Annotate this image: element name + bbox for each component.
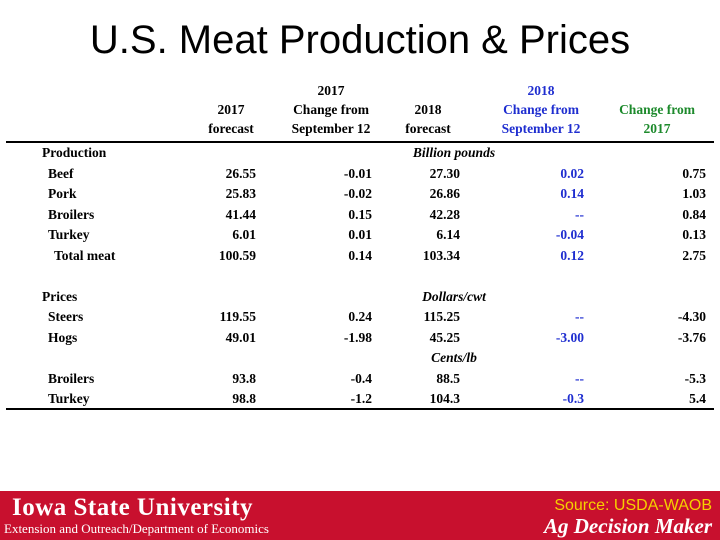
header-divider [6,141,714,143]
table-cell: 6.14 [436,227,460,242]
page-title: U.S. Meat Production & Prices [89,18,631,62]
table-cell: -- [575,309,584,324]
row-label: Turkey [48,227,90,242]
row-label: Beef [48,165,74,181]
column-header-2-line-1: 2017 [317,83,345,98]
table-cell: 42.28 [429,206,460,222]
table-cell: 26.86 [429,186,460,201]
table-cell: -1.2 [350,391,372,406]
row-label: Hogs [48,329,78,345]
table-cell: 104.3 [429,391,460,406]
column-header-1-line-2: forecast [208,121,254,136]
column-header-4-line-3: September 12 [501,121,581,136]
row-label: Pork [48,186,77,201]
table-cell: 88.5 [436,370,460,386]
table-cell: -3.76 [677,329,706,345]
row-label: Turkey [48,391,90,406]
table-cell: -0.01 [343,165,372,181]
table-cell: 25.83 [225,186,256,201]
table-cell: 5.4 [689,391,706,406]
table-cell: -- [575,206,584,222]
table-cell: 0.12 [560,247,584,263]
table-cell: 119.55 [219,309,256,324]
unit-label: Dollars/cwt [422,288,486,304]
table-cell: -1.98 [343,329,372,345]
row-label: Broilers [48,206,95,222]
column-header-4-line-1: 2018 [527,83,555,98]
column-header-1-line-1: 2017 [217,102,245,117]
table-cell: 0.24 [348,309,372,324]
table-cell: 1.03 [682,186,706,201]
table-cell: 103.34 [422,247,460,263]
table-cell: 49.01 [225,329,256,345]
table-cell: 6.01 [232,227,256,242]
brand-text: Ag Decision Maker [544,514,712,538]
table-cell: 115.25 [423,309,460,324]
table-cell: -5.3 [684,370,706,386]
table-cell: 0.14 [348,247,372,263]
row-label: Production [42,145,107,160]
footer-bar [0,491,720,540]
table-cell: 45.25 [429,329,460,345]
source-text: Source: USDA-WAOB [554,497,712,514]
meat-production-table: 2017 forecast 2017 Change from September 12 2… [6,83,714,410]
extension-text: Extension and Outreach/Department of Eco… [4,521,269,536]
table-cell: -0.4 [350,370,372,386]
table-bottom-rule [6,408,714,410]
column-header-2-line-2: Change from [293,102,369,117]
table-cell: -0.02 [343,186,372,201]
table-cell: 27.30 [429,165,460,181]
table-cell: -0.04 [555,227,584,242]
unit-label: Cents/lb [431,350,477,365]
table-cell: -0.3 [562,391,584,406]
column-header-3-line-2: forecast [405,121,451,136]
unit-label: Billion pounds [412,145,496,160]
table-cell: -4.30 [677,309,706,324]
row-label: Prices [42,288,78,304]
table-cell: 0.01 [348,227,372,242]
table-cell: 2.75 [682,247,706,263]
row-label: Total meat [54,247,116,263]
table-cell: 0.13 [682,227,706,242]
table-cell: 98.8 [232,391,256,406]
table-cell: 26.55 [225,165,256,181]
column-header-5-line-1: Change from [619,102,695,117]
table-cell: 93.8 [232,370,256,386]
column-header-5-line-2: 2017 [643,121,671,136]
column-header-2-line-3: September 12 [291,121,371,136]
university-logo: Iowa State University [12,494,254,521]
column-header-3-line-1: 2018 [414,102,442,117]
table-cell: 100.59 [218,247,256,263]
table-cell: -3.00 [555,329,584,345]
row-label: Broilers [48,370,95,386]
table-cell: 0.02 [560,165,584,181]
table-cell: 0.15 [348,206,372,222]
table-cell: 0.84 [682,206,706,222]
table-cell: 41.44 [225,206,256,222]
table-cell: -- [575,370,584,386]
column-header-4-line-2: Change from [503,102,579,117]
table-cell: 0.14 [560,186,584,201]
row-label: Steers [48,309,84,324]
table-cell: 0.75 [682,165,706,181]
